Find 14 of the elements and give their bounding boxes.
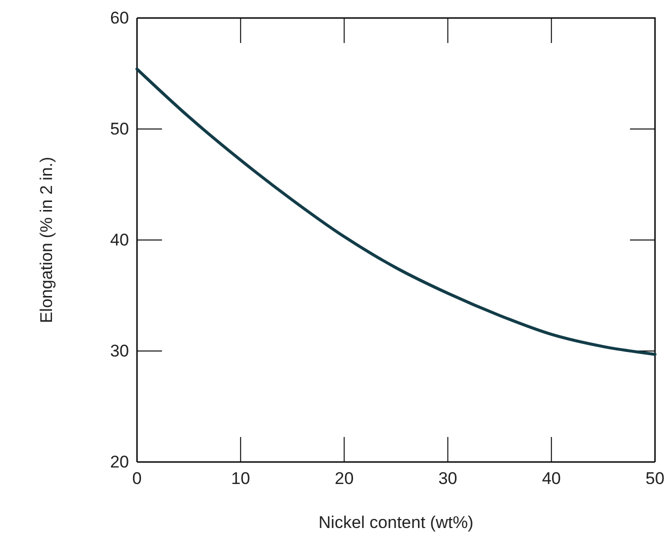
- y-tick-label: 30: [110, 341, 129, 360]
- x-tick-label: 30: [438, 469, 458, 488]
- x-tick-label: 40: [542, 469, 561, 488]
- x-tick-label: 10: [231, 469, 250, 488]
- x-tick-label: 50: [646, 469, 664, 488]
- y-tick-label: 40: [110, 230, 129, 250]
- y-tick-label: 60: [110, 8, 129, 28]
- x-tick-label: 0: [132, 469, 142, 488]
- line-series: [136, 68, 656, 356]
- y-tick-label: 50: [110, 119, 129, 138]
- x-tick-label: 20: [334, 469, 354, 488]
- y-tick-label: 20: [110, 452, 129, 472]
- y-axis-title: Elongation (% in 2 in.): [37, 156, 56, 324]
- x-axis-title: Nickel content (wt%): [318, 513, 474, 532]
